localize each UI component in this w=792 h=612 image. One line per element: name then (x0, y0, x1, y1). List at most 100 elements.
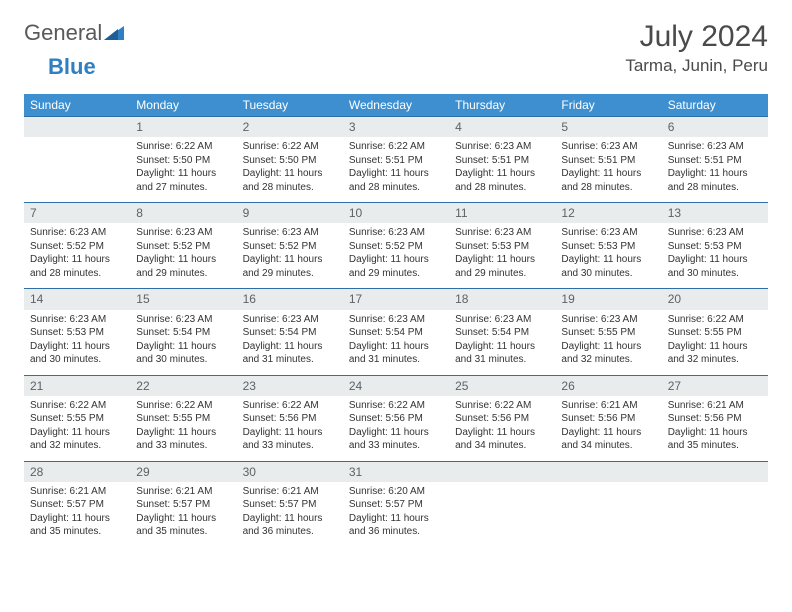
calendar-row: 21Sunrise: 6:22 AMSunset: 5:55 PMDayligh… (24, 375, 768, 461)
calendar-cell: 6Sunrise: 6:23 AMSunset: 5:51 PMDaylight… (662, 117, 768, 203)
daylight-text: and 30 minutes. (561, 267, 655, 281)
header-right: July 2024 Tarma, Junin, Peru (625, 20, 768, 76)
calendar-cell: 11Sunrise: 6:23 AMSunset: 5:53 PMDayligh… (449, 203, 555, 289)
calendar-cell: 10Sunrise: 6:23 AMSunset: 5:52 PMDayligh… (343, 203, 449, 289)
day-number: 2 (237, 117, 343, 137)
sunrise-text: Sunrise: 6:23 AM (243, 226, 337, 240)
daylight-text: Daylight: 11 hours (136, 512, 230, 526)
calendar-cell: 24Sunrise: 6:22 AMSunset: 5:56 PMDayligh… (343, 375, 449, 461)
day-details: Sunrise: 6:22 AMSunset: 5:50 PMDaylight:… (237, 137, 343, 202)
day-number: 3 (343, 117, 449, 137)
sunset-text: Sunset: 5:54 PM (243, 326, 337, 340)
daylight-text: and 28 minutes. (455, 181, 549, 195)
day-details: Sunrise: 6:23 AMSunset: 5:52 PMDaylight:… (130, 223, 236, 288)
sunrise-text: Sunrise: 6:23 AM (561, 140, 655, 154)
daylight-text: Daylight: 11 hours (349, 253, 443, 267)
weekday-header-row: Sunday Monday Tuesday Wednesday Thursday… (24, 94, 768, 117)
day-details: Sunrise: 6:23 AMSunset: 5:52 PMDaylight:… (343, 223, 449, 288)
daylight-text: Daylight: 11 hours (30, 340, 124, 354)
day-number: 12 (555, 203, 661, 223)
sunrise-text: Sunrise: 6:23 AM (349, 226, 443, 240)
sunset-text: Sunset: 5:57 PM (30, 498, 124, 512)
daylight-text: Daylight: 11 hours (561, 426, 655, 440)
day-details: Sunrise: 6:22 AMSunset: 5:56 PMDaylight:… (449, 396, 555, 461)
calendar-cell: 4Sunrise: 6:23 AMSunset: 5:51 PMDaylight… (449, 117, 555, 203)
daylight-text: Daylight: 11 hours (349, 512, 443, 526)
daylight-text: Daylight: 11 hours (455, 253, 549, 267)
daylight-text: Daylight: 11 hours (668, 253, 762, 267)
calendar-row: 1Sunrise: 6:22 AMSunset: 5:50 PMDaylight… (24, 117, 768, 203)
day-details: Sunrise: 6:23 AMSunset: 5:54 PMDaylight:… (130, 310, 236, 375)
daylight-text: and 29 minutes. (349, 267, 443, 281)
brand-logo: General (24, 20, 126, 46)
sunrise-text: Sunrise: 6:22 AM (30, 399, 124, 413)
daylight-text: and 30 minutes. (668, 267, 762, 281)
sunrise-text: Sunrise: 6:23 AM (668, 140, 762, 154)
sunset-text: Sunset: 5:51 PM (455, 154, 549, 168)
sunset-text: Sunset: 5:51 PM (349, 154, 443, 168)
sunrise-text: Sunrise: 6:23 AM (668, 226, 762, 240)
daylight-text: and 31 minutes. (243, 353, 337, 367)
day-number: 5 (555, 117, 661, 137)
daylight-text: Daylight: 11 hours (243, 426, 337, 440)
day-details: Sunrise: 6:22 AMSunset: 5:55 PMDaylight:… (24, 396, 130, 461)
day-number: 4 (449, 117, 555, 137)
sunset-text: Sunset: 5:50 PM (136, 154, 230, 168)
day-number: 28 (24, 462, 130, 482)
sunset-text: Sunset: 5:53 PM (455, 240, 549, 254)
day-number: 1 (130, 117, 236, 137)
sunset-text: Sunset: 5:57 PM (136, 498, 230, 512)
sunset-text: Sunset: 5:52 PM (349, 240, 443, 254)
calendar-cell: 17Sunrise: 6:23 AMSunset: 5:54 PMDayligh… (343, 289, 449, 375)
day-details: Sunrise: 6:23 AMSunset: 5:54 PMDaylight:… (449, 310, 555, 375)
col-tuesday: Tuesday (237, 94, 343, 117)
daylight-text: Daylight: 11 hours (30, 253, 124, 267)
brand-word-1: General (24, 20, 102, 46)
day-number: 31 (343, 462, 449, 482)
day-number: 21 (24, 376, 130, 396)
sunset-text: Sunset: 5:51 PM (561, 154, 655, 168)
calendar-cell: 7Sunrise: 6:23 AMSunset: 5:52 PMDaylight… (24, 203, 130, 289)
day-number: 11 (449, 203, 555, 223)
day-number: 20 (662, 289, 768, 309)
daylight-text: and 32 minutes. (561, 353, 655, 367)
day-details: Sunrise: 6:22 AMSunset: 5:55 PMDaylight:… (130, 396, 236, 461)
daylight-text: Daylight: 11 hours (561, 340, 655, 354)
daylight-text: and 35 minutes. (30, 525, 124, 539)
day-number: 24 (343, 376, 449, 396)
daylight-text: Daylight: 11 hours (136, 426, 230, 440)
daylight-text: Daylight: 11 hours (349, 167, 443, 181)
daylight-text: Daylight: 11 hours (455, 340, 549, 354)
sunset-text: Sunset: 5:52 PM (243, 240, 337, 254)
sunrise-text: Sunrise: 6:21 AM (30, 485, 124, 499)
sunset-text: Sunset: 5:50 PM (243, 154, 337, 168)
day-number (449, 462, 555, 482)
daylight-text: and 28 minutes. (349, 181, 443, 195)
day-number: 14 (24, 289, 130, 309)
calendar-cell: 1Sunrise: 6:22 AMSunset: 5:50 PMDaylight… (130, 117, 236, 203)
sunrise-text: Sunrise: 6:21 AM (561, 399, 655, 413)
daylight-text: Daylight: 11 hours (561, 253, 655, 267)
calendar-cell: 3Sunrise: 6:22 AMSunset: 5:51 PMDaylight… (343, 117, 449, 203)
day-number: 30 (237, 462, 343, 482)
day-details: Sunrise: 6:22 AMSunset: 5:56 PMDaylight:… (343, 396, 449, 461)
day-number: 27 (662, 376, 768, 396)
sunset-text: Sunset: 5:53 PM (668, 240, 762, 254)
sunrise-text: Sunrise: 6:22 AM (668, 313, 762, 327)
calendar-cell: 8Sunrise: 6:23 AMSunset: 5:52 PMDaylight… (130, 203, 236, 289)
sunset-text: Sunset: 5:52 PM (136, 240, 230, 254)
calendar-cell: 22Sunrise: 6:22 AMSunset: 5:55 PMDayligh… (130, 375, 236, 461)
day-details: Sunrise: 6:21 AMSunset: 5:56 PMDaylight:… (555, 396, 661, 461)
daylight-text: Daylight: 11 hours (136, 340, 230, 354)
daylight-text: and 28 minutes. (561, 181, 655, 195)
sunset-text: Sunset: 5:54 PM (349, 326, 443, 340)
daylight-text: and 28 minutes. (243, 181, 337, 195)
calendar-cell: 5Sunrise: 6:23 AMSunset: 5:51 PMDaylight… (555, 117, 661, 203)
daylight-text: Daylight: 11 hours (668, 167, 762, 181)
day-number: 16 (237, 289, 343, 309)
calendar-row: 7Sunrise: 6:23 AMSunset: 5:52 PMDaylight… (24, 203, 768, 289)
sunset-text: Sunset: 5:53 PM (561, 240, 655, 254)
sunrise-text: Sunrise: 6:21 AM (243, 485, 337, 499)
day-details: Sunrise: 6:22 AMSunset: 5:56 PMDaylight:… (237, 396, 343, 461)
daylight-text: and 29 minutes. (455, 267, 549, 281)
